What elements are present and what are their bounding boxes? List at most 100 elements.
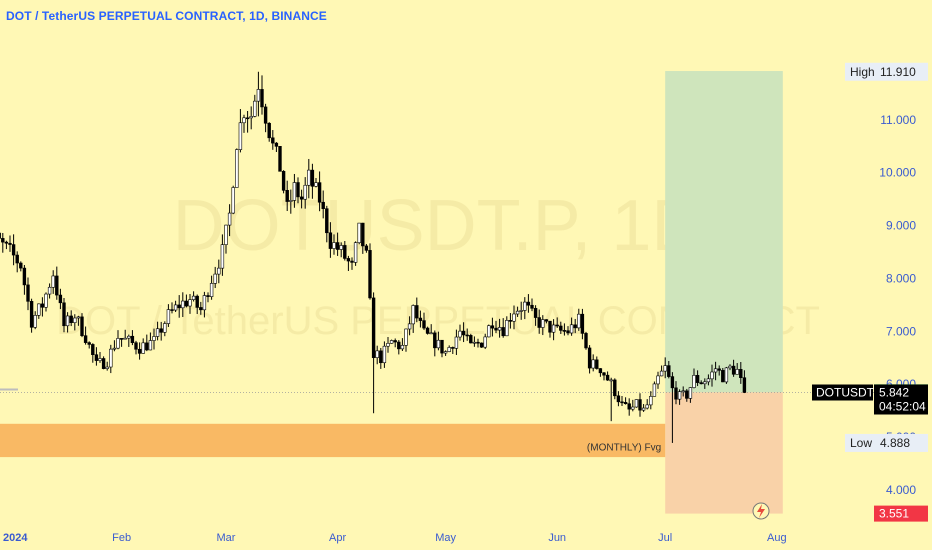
- candle-body: [649, 396, 653, 406]
- candle-body: [407, 323, 412, 330]
- candle: [361, 222, 365, 254]
- candle-body: [429, 332, 433, 335]
- candle-body: [735, 369, 739, 375]
- candle: [1, 232, 5, 253]
- candle-body: [101, 358, 106, 369]
- candle-body: [641, 407, 646, 411]
- candle: [217, 259, 221, 284]
- candle-body: [224, 224, 228, 245]
- candle-body: [76, 316, 81, 319]
- y-tick-label: 7.000: [886, 324, 916, 338]
- candle-body: [217, 267, 221, 275]
- candle: [645, 399, 649, 410]
- fvg-label: (MONTHLY) Fvg: [587, 442, 661, 453]
- candle: [677, 389, 682, 405]
- candle-body: [703, 381, 707, 385]
- candle: [451, 346, 455, 354]
- candle-body: [368, 250, 372, 299]
- candle: [627, 398, 631, 416]
- candle: [681, 386, 685, 397]
- long-position-profit-zone: [665, 71, 783, 393]
- candle: [181, 292, 185, 318]
- watermark-symbol: DOTUSDT.P, 1D: [173, 186, 704, 266]
- candle: [285, 180, 289, 212]
- candle-body: [562, 330, 567, 332]
- candle: [433, 330, 437, 357]
- candle: [667, 360, 671, 379]
- lightning-icon[interactable]: [752, 502, 770, 520]
- candle: [663, 357, 667, 379]
- candle-body: [623, 402, 628, 405]
- candle-body: [364, 245, 369, 251]
- candle-body: [47, 286, 52, 295]
- candle: [224, 224, 228, 254]
- high-tag-label: High: [850, 65, 875, 79]
- candle-body: [674, 387, 678, 400]
- candle-body: [274, 142, 279, 147]
- candle-body: [454, 336, 459, 349]
- candle: [598, 368, 603, 377]
- candle-body: [728, 365, 732, 369]
- candle-body: [497, 327, 502, 331]
- candle-body: [353, 242, 358, 263]
- candle-body: [685, 390, 689, 399]
- candle: [382, 341, 387, 368]
- candle-body: [296, 182, 300, 198]
- candle: [98, 352, 102, 363]
- candle: [332, 234, 336, 255]
- candle-body: [577, 313, 581, 329]
- time-axis: 2024 Feb Mar Apr May Jun Jul Aug: [3, 532, 787, 544]
- candle-body: [400, 345, 405, 350]
- candle: [404, 328, 408, 352]
- candle-body: [739, 369, 743, 379]
- candle-body: [505, 320, 509, 337]
- candle: [587, 345, 592, 374]
- candle-body: [285, 190, 289, 202]
- candle-body: [281, 171, 286, 191]
- candle: [469, 333, 473, 344]
- candle: [710, 364, 714, 387]
- candle: [335, 232, 340, 256]
- candle: [289, 189, 293, 214]
- candle-body: [65, 315, 70, 327]
- candle: [533, 305, 538, 326]
- chart-title: DOT / TetherUS PERPETUAL CONTRACT, 1D, B…: [6, 9, 327, 23]
- candle-body: [555, 324, 559, 327]
- candle: [8, 235, 12, 252]
- candle-body: [479, 342, 484, 348]
- candle-body: [202, 295, 207, 311]
- candle: [458, 324, 462, 341]
- candle-body: [206, 295, 210, 297]
- y-tick-label: 10.000: [879, 166, 916, 180]
- candle: [487, 324, 491, 338]
- candle-body: [69, 315, 73, 323]
- candle: [425, 326, 430, 335]
- candle: [191, 291, 196, 302]
- candle-body: [544, 319, 549, 322]
- x-tick-label: May: [435, 532, 456, 544]
- candle-body: [713, 368, 718, 373]
- x-tick-label: 2024: [3, 532, 28, 544]
- candle: [263, 103, 268, 133]
- candle: [314, 178, 318, 188]
- candle-body: [375, 350, 379, 358]
- candle: [555, 317, 559, 328]
- candle-body: [706, 378, 711, 383]
- candle: [461, 322, 466, 343]
- candle-body: [436, 339, 441, 349]
- candle-body: [638, 399, 642, 411]
- candle-body: [317, 182, 322, 203]
- candle: [501, 318, 505, 338]
- candle: [209, 275, 214, 300]
- candle-body: [91, 344, 95, 356]
- candle: [523, 297, 527, 320]
- candle-body: [62, 302, 66, 327]
- candle: [479, 342, 484, 348]
- candle-body: [15, 254, 19, 264]
- candle-body: [11, 244, 16, 256]
- candle-body: [127, 335, 131, 339]
- candle-body: [80, 316, 84, 336]
- candle-body: [209, 283, 214, 297]
- candle: [519, 301, 523, 320]
